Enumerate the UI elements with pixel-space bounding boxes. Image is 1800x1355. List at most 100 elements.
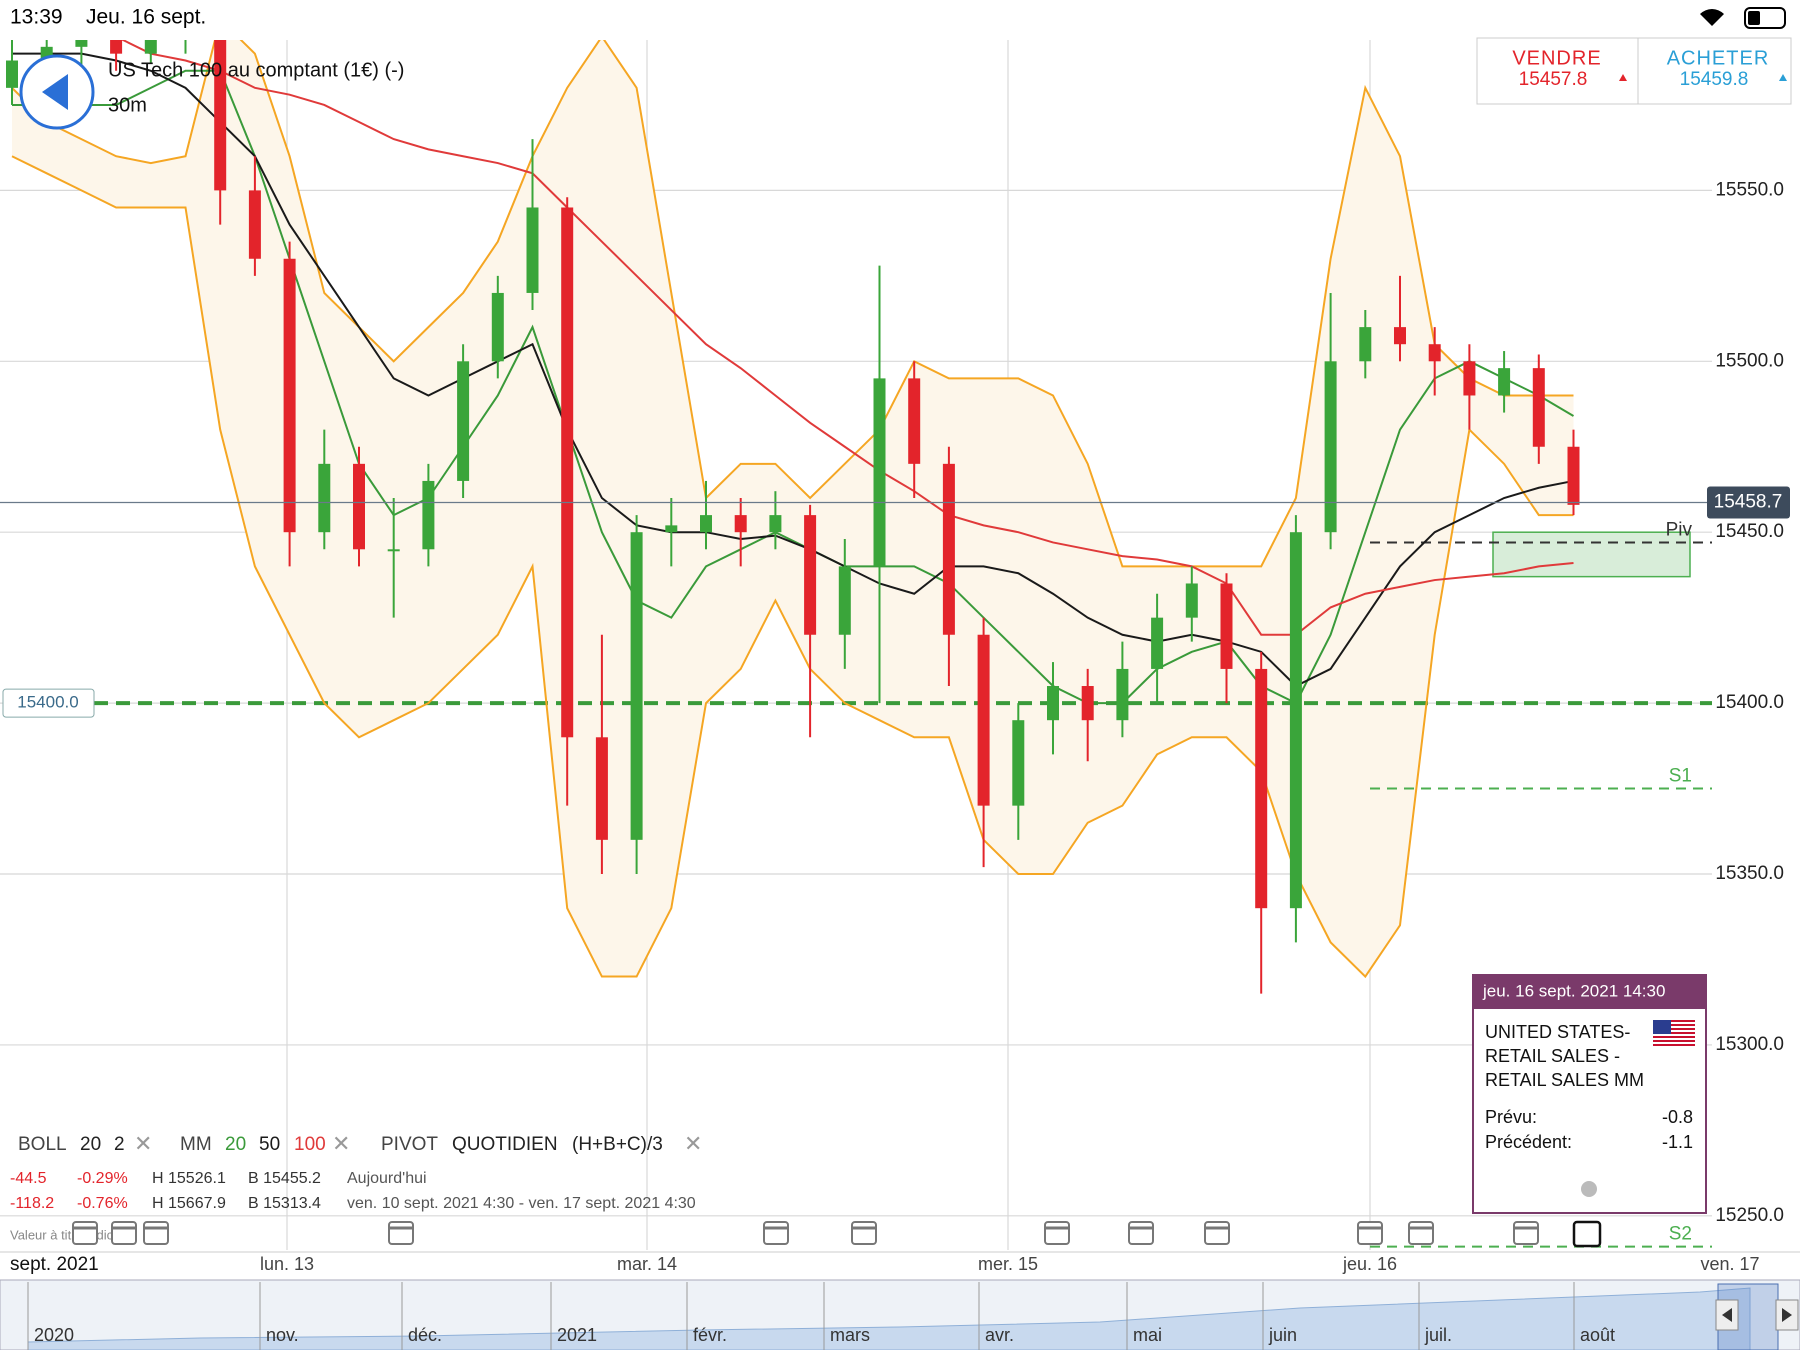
buy-label: ACHETER: [1667, 47, 1770, 69]
candle-body: [491, 292, 504, 362]
candle-body: [1463, 361, 1476, 396]
bollinger-fill: [12, 40, 1574, 977]
candle-body: [248, 190, 261, 259]
navigator-month: 2021: [557, 1325, 597, 1345]
calendar-icon[interactable]: [1513, 1221, 1539, 1245]
candle-body: [908, 378, 921, 464]
remove-icon: ✕: [684, 1131, 702, 1156]
pivot-label: Piv: [1666, 519, 1693, 540]
event-header: [1473, 975, 1706, 1009]
calendar-icon-active[interactable]: [1572, 1220, 1602, 1248]
day-label: mer. 15: [978, 1254, 1038, 1274]
flag-stripe: [1653, 1024, 1695, 1026]
pivot-mode: QUOTIDIEN: [452, 1134, 558, 1155]
candle-body: [873, 378, 886, 567]
buy-button[interactable]: [1637, 37, 1792, 105]
navigator-month: avr.: [985, 1325, 1014, 1345]
candle-body: [75, 40, 88, 47]
candle-body: [1255, 668, 1268, 909]
moving-average: [12, 69, 1575, 705]
calendar-icon[interactable]: [1044, 1221, 1070, 1245]
candle-body: [942, 463, 955, 635]
event-title: RETAIL SALES -: [1485, 1046, 1620, 1066]
mm-label: MM: [180, 1134, 212, 1155]
candle-body: [353, 463, 365, 550]
mm-period: 50: [259, 1134, 280, 1155]
navigator-month: nov.: [266, 1325, 299, 1345]
sell-arrow: [1619, 74, 1627, 81]
sell-label: VENDRE: [1512, 47, 1601, 69]
mm-period: 20: [225, 1134, 246, 1155]
candle-body: [734, 515, 747, 533]
navigator-month: mai: [1133, 1325, 1162, 1345]
nav-left-arrow: [1722, 1308, 1732, 1322]
calendar-icon[interactable]: [851, 1221, 877, 1245]
candle-body: [595, 737, 608, 840]
candle-body: [526, 207, 539, 293]
plot: [0, 40, 1712, 1250]
calendar-icon[interactable]: [1204, 1221, 1230, 1245]
calendar-icon[interactable]: [388, 1221, 414, 1245]
buy-arrow: [1779, 74, 1787, 81]
nav-right-arrow: [1782, 1308, 1792, 1322]
navigator-month: déc.: [408, 1325, 442, 1345]
calendar-icon[interactable]: [1357, 1221, 1383, 1245]
y-tick-label: 15400.0: [1715, 692, 1784, 713]
navigator-month: août: [1580, 1325, 1615, 1345]
candle-body: [1012, 720, 1025, 806]
last-price-text: 15458.7: [1714, 491, 1783, 512]
flag-stripe: [1653, 1028, 1695, 1030]
sell-button[interactable]: [1476, 37, 1639, 105]
back-arrow: [42, 74, 68, 110]
stat-high: H 15526.1: [152, 1170, 226, 1187]
flag-stripe: [1653, 1040, 1695, 1042]
navigator-month: juin: [1268, 1325, 1297, 1345]
day-label: lun. 13: [260, 1254, 314, 1274]
bollinger-upper: [11, 40, 1574, 568]
candle-body: [630, 532, 643, 840]
stat-low: B 15313.4: [248, 1195, 321, 1212]
flag-stripe: [1653, 1020, 1695, 1022]
candle-body: [1359, 327, 1372, 362]
pivot-formula: (H+B+C)/3: [572, 1134, 663, 1155]
day-label: mar. 14: [617, 1254, 677, 1274]
event-popup: [1472, 974, 1707, 1214]
event-title: RETAIL SALES MM: [1485, 1070, 1644, 1090]
candle-body: [561, 207, 574, 738]
candle-body: [1532, 368, 1545, 447]
stat-period: ven. 10 sept. 2021 4:30 - ven. 17 sept. …: [347, 1195, 696, 1212]
candle-body: [1567, 446, 1580, 505]
calendar-icon[interactable]: [1128, 1221, 1154, 1245]
candle-body: [1498, 368, 1511, 396]
candle-body: [700, 515, 712, 533]
calendar-icon[interactable]: [1408, 1221, 1434, 1245]
pivot-label: S1: [1669, 766, 1692, 787]
ui-layer: 15250.0 15300.0 15350.0 15400.0 15450.0 15500…: [0, 37, 1800, 1351]
day-label: jeu. 16: [1342, 1254, 1397, 1274]
forecast-label: Prévu:: [1485, 1107, 1537, 1127]
calendar-icon[interactable]: [72, 1221, 98, 1245]
navigator-month: mars: [830, 1325, 870, 1345]
y-tick-label: 15300.0: [1715, 1034, 1784, 1055]
navigator-area: [27, 1287, 1751, 1351]
event-title: UNITED STATES-: [1485, 1022, 1630, 1042]
calendar-icon[interactable]: [763, 1221, 789, 1245]
remove-icon: ✕: [332, 1131, 350, 1156]
navigator-month: 2020: [34, 1325, 74, 1345]
calendar-icon[interactable]: [111, 1221, 137, 1245]
candle-body: [1047, 686, 1059, 721]
instrument-name: US Tech 100 au comptant (1€) (-): [108, 59, 404, 81]
candle-body: [110, 40, 123, 54]
boll-period: 20: [80, 1134, 101, 1155]
status-icons: [1700, 7, 1786, 29]
candle-body: [214, 40, 227, 191]
candle-body: [1394, 327, 1406, 345]
page-dot: [1581, 1181, 1597, 1197]
stat-high: H 15667.9: [152, 1195, 226, 1212]
calendar-icon[interactable]: [143, 1221, 169, 1245]
day-label: ven. 17: [1700, 1254, 1759, 1274]
candle-body: [838, 566, 851, 635]
pivot-label: S2: [1669, 1224, 1692, 1245]
candle-body: [1185, 583, 1198, 618]
